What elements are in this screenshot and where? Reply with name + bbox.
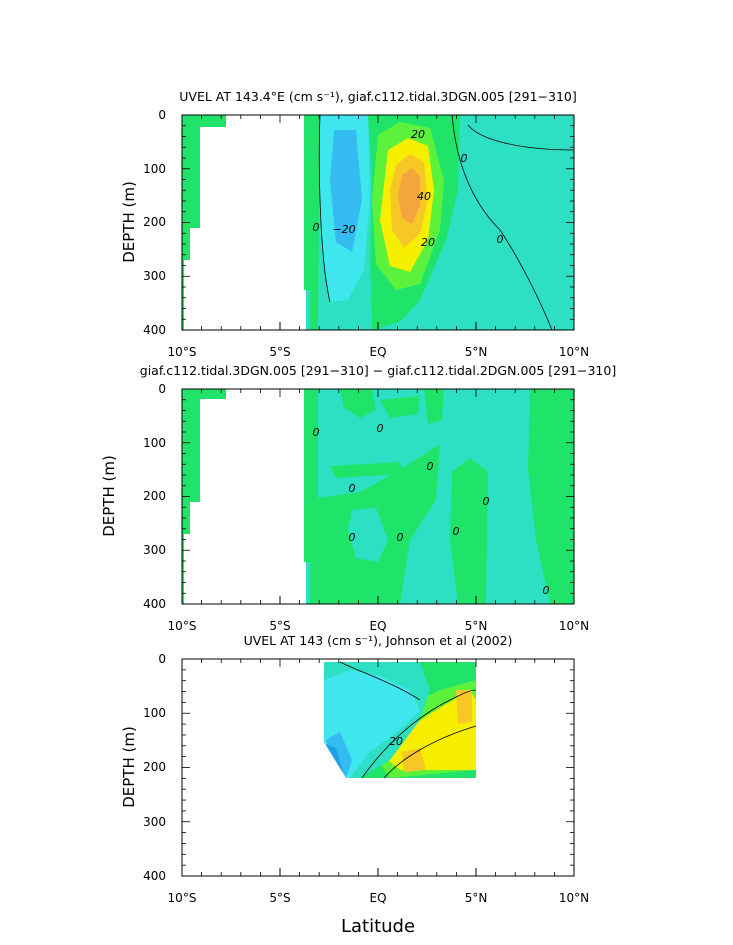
contour-label: 0 — [377, 422, 384, 435]
x-tick-label: 10°S — [168, 891, 197, 905]
panel-2-contour-labels: 0 0 0 0 0 0 0 0 0 — [313, 422, 550, 597]
y-tick-label: 400 — [143, 597, 166, 611]
contour-label: 0 — [453, 525, 460, 538]
x-tick-label: 5°N — [465, 345, 488, 359]
diff-positive-streak — [424, 389, 444, 424]
panel-2-y-ticks: 0 100 200 300 400 — [143, 382, 166, 611]
panel-3-title: UVEL AT 143 (cm s⁻¹), Johnson et al (200… — [244, 633, 513, 648]
positive-core-50 — [398, 168, 420, 224]
x-tick-label: 5°S — [269, 619, 290, 633]
diff-positive-streak — [380, 396, 420, 418]
contour-label: −20 — [332, 223, 355, 236]
x-tick-label: 5°S — [269, 891, 290, 905]
panel-2: giaf.c112.tidal.3DGN.005 [291−310] − gia… — [100, 363, 616, 633]
panel-1-title: UVEL AT 143.4°E (cm s⁻¹), giaf.c112.tida… — [179, 89, 577, 104]
contour-line — [467, 124, 574, 151]
panel-3-contour-labels: 20 — [389, 735, 403, 748]
y-tick-label: 300 — [143, 543, 166, 557]
x-tick-label: EQ — [369, 345, 386, 359]
contour-label: 0 — [313, 221, 320, 234]
diff-positive-streak — [330, 462, 404, 478]
contour-label: 0 — [349, 482, 356, 495]
panel-1-contour-labels: 20 0 −20 0 40 20 0 — [313, 128, 504, 249]
x-tick-label: EQ — [369, 619, 386, 633]
panel-2-title: giaf.c112.tidal.3DGN.005 [291−310] − gia… — [140, 363, 616, 378]
obs-core-40 — [456, 690, 472, 724]
y-tick-label: 400 — [143, 869, 166, 883]
contour-label: 0 — [397, 531, 404, 544]
x-tick-label: 5°N — [465, 619, 488, 633]
contour-line — [383, 725, 477, 779]
minor-ticks — [181, 114, 575, 877]
panel-3-y-ticks: 0 100 200 300 400 — [143, 652, 166, 883]
contour-label: 0 — [313, 426, 320, 439]
land-mask — [182, 115, 306, 330]
obs-land-mask — [324, 742, 346, 778]
panel-3: UVEL AT 143 (cm s⁻¹), Johnson et al (200… — [120, 633, 589, 937]
panel-2-plot-area — [182, 389, 574, 604]
x-tick-label: 10°N — [559, 619, 589, 633]
contour-line — [318, 115, 331, 303]
y-tick-label: 0 — [158, 652, 166, 666]
y-tick-label: 300 — [143, 269, 166, 283]
shelf-green-strip — [304, 115, 320, 330]
obs-region-30 — [388, 690, 476, 770]
panel-2-x-ticks: 10°S 5°S EQ 5°N 10°N — [168, 596, 589, 633]
panel-2-y-axis-label: DEPTH (m) — [100, 455, 118, 537]
x-tick-label: 10°N — [559, 345, 589, 359]
panel-1-plot-area — [182, 115, 574, 330]
contour-label: 40 — [417, 190, 431, 203]
coastal-green-strip — [182, 389, 226, 604]
panel-3-x-ticks: 10°S 5°S EQ 5°N 10°N — [168, 868, 589, 905]
shelf-green-strip — [304, 389, 318, 604]
panel-3-y-axis-label: DEPTH (m) — [120, 726, 138, 808]
diff-negative-pocket — [348, 508, 388, 562]
contour-label: 20 — [389, 735, 403, 748]
x-tick-label: EQ — [369, 891, 386, 905]
contour-label: 20 — [411, 128, 425, 141]
y-tick-label: 200 — [143, 215, 166, 229]
y-tick-label: 100 — [143, 162, 166, 176]
diff-positive-region-east — [528, 389, 574, 604]
x-axis-label: Latitude — [341, 916, 415, 937]
contour-line — [451, 115, 553, 330]
panel-1-y-ticks: 0 100 200 300 400 — [143, 108, 166, 337]
y-tick-label: 0 — [158, 108, 166, 122]
panel-1: UVEL AT 143.4°E (cm s⁻¹), giaf.c112.tida… — [120, 89, 589, 359]
contour-line — [339, 661, 421, 701]
x-tick-label: 10°S — [168, 345, 197, 359]
diff-positive-region-north — [450, 458, 488, 604]
x-tick-label: 5°S — [269, 345, 290, 359]
y-tick-label: 200 — [143, 489, 166, 503]
contour-label: 0 — [427, 460, 434, 473]
y-tick-label: 0 — [158, 382, 166, 396]
x-tick-label: 10°N — [559, 891, 589, 905]
contour-label: 0 — [497, 233, 504, 246]
land-mask — [182, 389, 306, 604]
contour-label: 0 — [483, 495, 490, 508]
panel-3-plot-area — [324, 661, 477, 779]
contour-label: 0 — [461, 152, 468, 165]
y-tick-label: 200 — [143, 760, 166, 774]
coastal-green-strip — [182, 115, 226, 330]
x-tick-label: 5°N — [465, 891, 488, 905]
y-tick-label: 100 — [143, 706, 166, 720]
y-tick-label: 300 — [143, 815, 166, 829]
contour-label: 0 — [349, 531, 356, 544]
panel-1-y-axis-label: DEPTH (m) — [120, 181, 138, 263]
obs-core-40 — [402, 748, 426, 772]
y-tick-label: 400 — [143, 323, 166, 337]
contour-line — [361, 689, 477, 779]
x-tick-label: 10°S — [168, 619, 197, 633]
negative-core — [330, 130, 362, 252]
diff-positive-blob — [366, 574, 394, 594]
diff-positive-streak — [340, 389, 376, 418]
y-tick-label: 100 — [143, 436, 166, 450]
contour-label: 0 — [543, 584, 550, 597]
contour-label: 20 — [421, 236, 435, 249]
